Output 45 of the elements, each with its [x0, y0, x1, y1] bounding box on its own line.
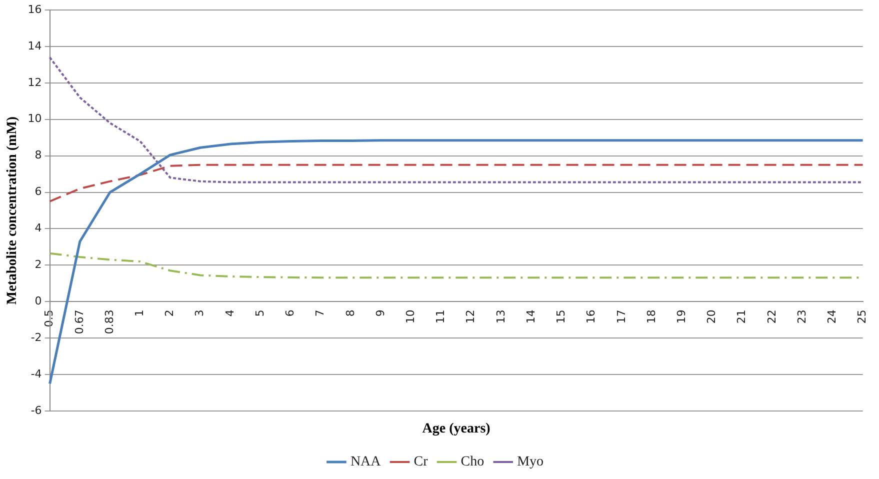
y-tick-label: 0 — [34, 294, 42, 308]
y-tick-label: 2 — [34, 258, 42, 272]
x-tick-label: 19 — [674, 310, 688, 324]
y-tick-label: 16 — [28, 2, 42, 16]
x-tick-label: 10 — [404, 310, 417, 324]
x-tick-label: 25 — [856, 310, 869, 324]
x-tick-label: 11 — [434, 310, 448, 324]
x-tick-label: 16 — [584, 310, 598, 324]
legend-label: Cr — [414, 454, 428, 470]
x-tick-label: 2 — [163, 310, 176, 317]
y-tick-label: 14 — [28, 39, 42, 52]
x-tick-label: 7 — [314, 310, 327, 317]
x-tick-label: 20 — [705, 310, 718, 324]
x-tick-label: 22 — [765, 310, 778, 324]
x-tick-label: 1 — [132, 310, 146, 317]
y-tick-label: -2 — [30, 330, 42, 344]
x-tick-label: 8 — [344, 310, 357, 317]
y-tick-label: 6 — [34, 185, 42, 198]
y-tick-label: -4 — [30, 367, 42, 380]
legend-label: Cho — [460, 454, 484, 470]
legend-label: Myo — [517, 454, 544, 470]
legend-label: NAA — [350, 454, 382, 470]
y-tick-label: 10 — [28, 112, 42, 126]
x-tick-label: 21 — [735, 310, 748, 324]
y-tick-label: 12 — [28, 76, 42, 89]
x-tick-label: 0.83 — [102, 310, 116, 334]
x-tick-label: 12 — [464, 310, 478, 324]
y-tick-label: 4 — [34, 222, 42, 235]
x-tick-label: 3 — [193, 310, 206, 317]
x-tick-label: 23 — [795, 310, 808, 324]
x-tick-label: 24 — [826, 310, 839, 324]
x-tick-label: 15 — [554, 310, 568, 324]
x-tick-label: 18 — [644, 310, 658, 324]
y-axis-title: Metabolite concentration (mM) — [5, 116, 20, 305]
y-tick-label: 8 — [34, 148, 42, 162]
x-axis-title: Age (years) — [422, 422, 491, 437]
x-tick-label: 4 — [223, 310, 236, 317]
x-tick-label: 14 — [524, 310, 538, 324]
x-tick-label: 0.67 — [72, 310, 86, 334]
y-tick-label: -6 — [30, 404, 42, 417]
x-tick-label: 17 — [614, 310, 628, 324]
x-tick-label: 9 — [374, 310, 387, 317]
x-tick-label: 13 — [494, 310, 508, 324]
x-tick-label: 6 — [284, 310, 297, 317]
x-tick-label: 5 — [253, 310, 266, 317]
